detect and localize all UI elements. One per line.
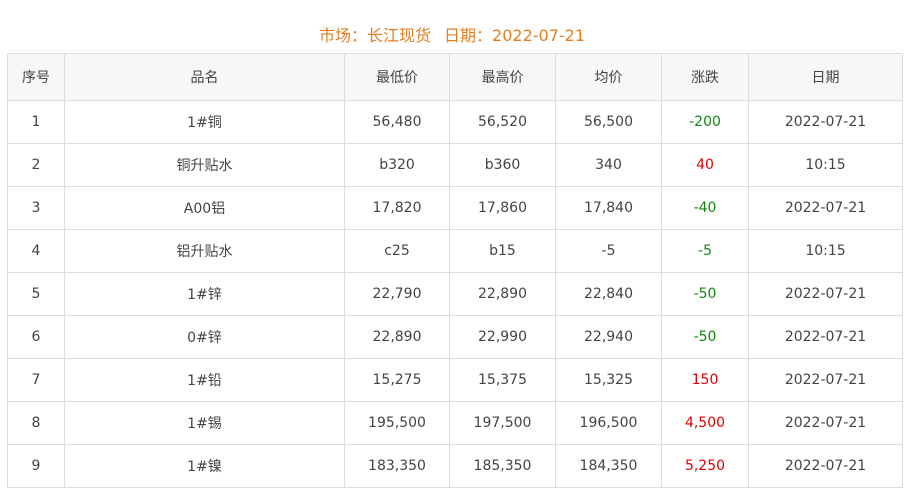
cell-low: 183,350 — [344, 444, 450, 488]
cell-low: 17,820 — [344, 186, 450, 230]
cell-change: 150 — [661, 358, 749, 402]
cell-high: 22,890 — [449, 272, 556, 316]
table-row: 1 1#铜 56,480 56,520 56,500 -200 2022-07-21 — [7, 100, 903, 144]
cell-name: 0#锌 — [64, 315, 345, 359]
cell-no: 1 — [7, 100, 65, 144]
cell-high: b360 — [449, 143, 556, 187]
cell-date: 2022-07-21 — [748, 401, 903, 445]
cell-date: 2022-07-21 — [748, 444, 903, 488]
cell-no: 2 — [7, 143, 65, 187]
cell-name: A00铝 — [64, 186, 345, 230]
cell-change: -50 — [661, 272, 749, 316]
cell-high: 17,860 — [449, 186, 556, 230]
cell-high: 15,375 — [449, 358, 556, 402]
table-row: 2 铜升贴水 b320 b360 340 40 10:15 — [7, 143, 903, 187]
cell-no: 8 — [7, 401, 65, 445]
cell-date: 2022-07-21 — [748, 315, 903, 359]
cell-name: 1#铅 — [64, 358, 345, 402]
cell-date: 10:15 — [748, 143, 903, 187]
cell-low: 195,500 — [344, 401, 450, 445]
header-no: 序号 — [7, 53, 65, 101]
cell-date: 2022-07-21 — [748, 272, 903, 316]
cell-name: 铝升贴水 — [64, 229, 345, 273]
cell-name: 1#镍 — [64, 444, 345, 488]
header-change: 涨跌 — [661, 53, 749, 101]
cell-avg: 340 — [555, 143, 662, 187]
table-row: 7 1#铅 15,275 15,375 15,325 150 2022-07-21 — [7, 358, 903, 402]
cell-change: -5 — [661, 229, 749, 273]
date-label: 日期：2022-07-21 — [444, 26, 586, 45]
table-row: 5 1#锌 22,790 22,890 22,840 -50 2022-07-21 — [7, 272, 903, 316]
header-high: 最高价 — [449, 53, 556, 101]
header-low: 最低价 — [344, 53, 450, 101]
table-row: 9 1#镍 183,350 185,350 184,350 5,250 2022-07-21 — [7, 444, 903, 488]
cell-name: 铜升贴水 — [64, 143, 345, 187]
cell-name: 1#锡 — [64, 401, 345, 445]
cell-avg: 56,500 — [555, 100, 662, 144]
cell-high: 56,520 — [449, 100, 556, 144]
cell-avg: 15,325 — [555, 358, 662, 402]
cell-low: 22,790 — [344, 272, 450, 316]
cell-change: -40 — [661, 186, 749, 230]
cell-avg: 22,840 — [555, 272, 662, 316]
cell-change: -200 — [661, 100, 749, 144]
table-header: 序号 品名 最低价 最高价 均价 涨跌 日期 — [7, 53, 903, 101]
cell-date: 10:15 — [748, 229, 903, 273]
cell-change: 5,250 — [661, 444, 749, 488]
cell-low: 56,480 — [344, 100, 450, 144]
cell-date: 2022-07-21 — [748, 186, 903, 230]
cell-change: -50 — [661, 315, 749, 359]
cell-high: 185,350 — [449, 444, 556, 488]
table-row: 8 1#锡 195,500 197,500 196,500 4,500 2022-07-21 — [7, 401, 903, 445]
cell-high: 197,500 — [449, 401, 556, 445]
market-label: 市场：长江现货 — [318, 26, 431, 45]
cell-date: 2022-07-21 — [748, 100, 903, 144]
cell-no: 5 — [7, 272, 65, 316]
cell-high: 22,990 — [449, 315, 556, 359]
cell-high: b15 — [449, 229, 556, 273]
cell-avg: -5 — [555, 229, 662, 273]
cell-low: 15,275 — [344, 358, 450, 402]
cell-no: 9 — [7, 444, 65, 488]
cell-no: 7 — [7, 358, 65, 402]
table-row: 3 A00铝 17,820 17,860 17,840 -40 2022-07-21 — [7, 186, 903, 230]
cell-avg: 22,940 — [555, 315, 662, 359]
cell-low: c25 — [344, 229, 450, 273]
table-row: 4 铝升贴水 c25 b15 -5 -5 10:15 — [7, 229, 903, 273]
cell-no: 4 — [7, 229, 65, 273]
cell-change: 40 — [661, 143, 749, 187]
cell-date: 2022-07-21 — [748, 358, 903, 402]
table-row: 6 0#锌 22,890 22,990 22,940 -50 2022-07-21 — [7, 315, 903, 359]
price-table: 序号 品名 最低价 最高价 均价 涨跌 日期 1 1#铜 56,480 56,520 5… — [7, 53, 903, 488]
cell-no: 6 — [7, 315, 65, 359]
cell-no: 3 — [7, 186, 65, 230]
cell-name: 1#锌 — [64, 272, 345, 316]
header-avg: 均价 — [555, 53, 662, 101]
header-name: 品名 — [64, 53, 345, 101]
cell-avg: 17,840 — [555, 186, 662, 230]
header-date: 日期 — [748, 53, 903, 101]
cell-avg: 196,500 — [555, 401, 662, 445]
page-title: 市场：长江现货 日期：2022-07-21 — [0, 22, 904, 46]
cell-change: 4,500 — [661, 401, 749, 445]
cell-avg: 184,350 — [555, 444, 662, 488]
cell-name: 1#铜 — [64, 100, 345, 144]
cell-low: b320 — [344, 143, 450, 187]
cell-low: 22,890 — [344, 315, 450, 359]
